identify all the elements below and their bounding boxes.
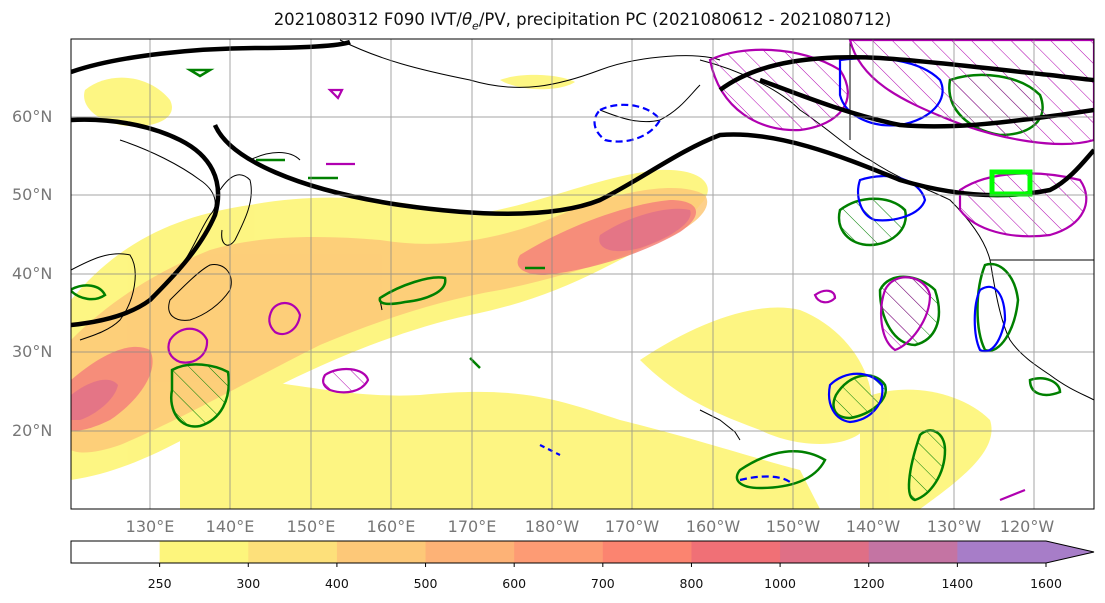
colorbar-outline: [70, 540, 1095, 564]
colorbar: [70, 540, 1095, 567]
lat-label: 30°N: [12, 342, 53, 361]
gridlines: [71, 39, 1094, 509]
colorbar-tick-label: 250: [147, 576, 172, 591]
colorbar-tick-label: 600: [502, 576, 527, 591]
lon-label: 140°E: [205, 517, 255, 536]
map-frame: [70, 38, 1095, 510]
colorbar-tick-label: 1200: [852, 576, 885, 591]
colorbar-bin: [868, 541, 958, 563]
lon-label: 160°E: [366, 517, 416, 536]
lon-label: 150°W: [765, 517, 821, 536]
lat-label: 40°N: [12, 264, 53, 283]
colorbar-bin: [780, 541, 870, 563]
lat-label: 20°N: [12, 421, 53, 440]
target-region-box: [989, 169, 1033, 197]
colorbar-tick-label: 500: [413, 576, 438, 591]
lon-label: 150°E: [286, 517, 336, 536]
colorbar-tick-label: 400: [324, 576, 349, 591]
lat-label: 60°N: [12, 107, 53, 126]
lon-label: 160°W: [685, 517, 741, 536]
map-title: 2021080312 F090 IVT/θe/PV, precipitation…: [273, 10, 892, 33]
colorbar-bin: [336, 541, 427, 563]
lat-label: 50°N: [12, 185, 53, 204]
colorbar-bin: [514, 541, 604, 563]
lon-label: 140°W: [845, 517, 901, 536]
colorbar-tick-label: 800: [679, 576, 704, 591]
colorbar-bin: [691, 541, 781, 563]
colorbar-tick-label: 300: [236, 576, 261, 591]
colorbar-bin: [602, 541, 692, 563]
colorbar-bin: [71, 541, 161, 563]
colorbar-tick-label: 1400: [941, 576, 974, 591]
lon-label: 180°W: [524, 517, 580, 536]
colorbar-bin: [425, 541, 515, 563]
lon-label: 130°W: [926, 517, 982, 536]
lon-label: 170°E: [447, 517, 497, 536]
colorbar-tick-label: 700: [590, 576, 615, 591]
colorbar-bin: [957, 541, 1047, 563]
lon-label: 170°W: [604, 517, 660, 536]
colorbar-tick-label: 1600: [1030, 576, 1062, 591]
colorbar-tick-label: 1000: [764, 576, 796, 591]
lon-label: 130°E: [125, 517, 175, 536]
lon-label: 120°W: [999, 517, 1055, 536]
colorbar-bin: [248, 541, 338, 563]
colorbar-bin: [159, 541, 249, 563]
colorbar-extend-arrow: [1046, 541, 1094, 563]
